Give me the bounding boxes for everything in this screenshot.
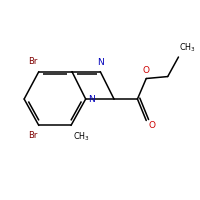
Text: O: O — [143, 66, 150, 75]
Text: N: N — [88, 95, 95, 104]
Text: Br: Br — [28, 131, 38, 140]
Text: CH$_3$: CH$_3$ — [179, 41, 196, 54]
Text: CH$_3$: CH$_3$ — [73, 131, 90, 143]
Text: N: N — [97, 58, 104, 67]
Text: Br: Br — [28, 57, 38, 66]
Text: O: O — [148, 121, 155, 130]
